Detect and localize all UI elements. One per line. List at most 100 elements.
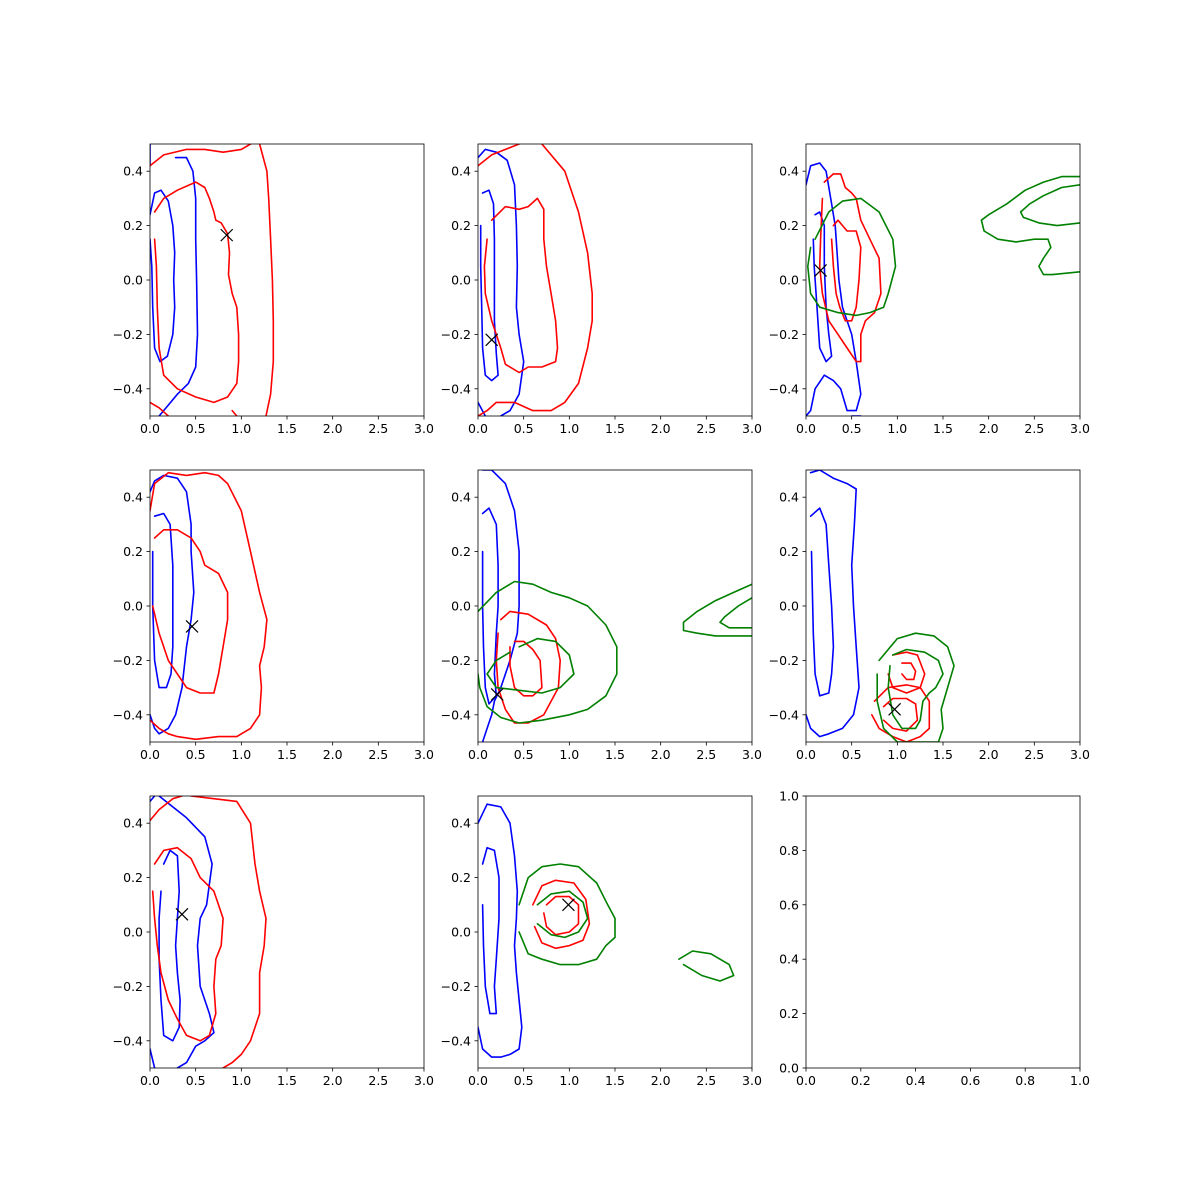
contour-blue-1 (806, 162, 862, 416)
x-tick-label: 0.0 (468, 1073, 488, 1088)
contour-red-3 (531, 879, 591, 950)
subplot-row1-col2: 0.0 0.5 1.0 1.5 2.0 2.5 3.0 −0.4 −0.2 0.0 0.2 0.4 (441, 143, 762, 436)
x-tick-label: 1.5 (605, 421, 625, 436)
contour-blue-0 (151, 512, 174, 689)
x-tick-label: 0.5 (186, 1073, 206, 1088)
contour-red-6 (231, 409, 238, 416)
x-tick-label: 0.0 (796, 747, 816, 762)
x-tick-label: 2.5 (696, 1073, 716, 1088)
y-tick-label: 0.0 (779, 1061, 799, 1076)
x-tick-label: 0.5 (514, 1073, 534, 1088)
subplot-row3-col2: 0.0 0.5 1.0 1.5 2.0 2.5 3.0 −0.4 −0.2 0.0 0.2 0.4 (441, 795, 762, 1088)
x-marker-stroke (220, 228, 234, 242)
y-tick-label: −0.2 (441, 979, 471, 994)
contour-blue-0 (481, 507, 499, 705)
x-tick-label: 3.0 (1070, 747, 1090, 762)
plot-area (806, 162, 1080, 416)
plot-area (478, 470, 752, 742)
plot-area (478, 144, 594, 416)
plot-area (150, 471, 268, 741)
y-tick-label: 0.4 (123, 164, 143, 179)
contour-green-7 (876, 632, 955, 742)
x-tick-label: 0.0 (468, 747, 488, 762)
x-tick-label: 1.0 (559, 421, 579, 436)
x-tick-label: 2.0 (323, 747, 343, 762)
contour-blue-2 (478, 401, 487, 416)
contour-red-3 (495, 610, 562, 724)
x-tick-label: 3.0 (742, 747, 762, 762)
y-tick-label: −0.4 (441, 707, 471, 722)
y-tick-label: −0.2 (113, 327, 143, 342)
x-tick-label: 1.0 (887, 421, 907, 436)
contour-red-2 (151, 528, 229, 694)
y-tick-label: −0.4 (769, 707, 799, 722)
y-tick-label: −0.4 (441, 1033, 471, 1048)
contour-green-5 (806, 197, 897, 317)
x-tick-label: 1.0 (887, 747, 907, 762)
contour-red-2 (542, 895, 580, 936)
x-tick-label: 3.0 (742, 421, 762, 436)
y-tick-label: 0.0 (451, 273, 471, 288)
contour-blue-2 (158, 796, 215, 1068)
y-tick-label: 0.0 (779, 273, 799, 288)
x-tick-label: 0.0 (796, 1073, 816, 1088)
contour-red-7 (150, 401, 170, 416)
x-marker (814, 264, 828, 277)
contour-red-3 (153, 181, 240, 404)
contour-red-2 (509, 640, 543, 697)
x-marker (175, 907, 189, 921)
y-tick-label: 0.4 (123, 816, 143, 831)
contour-green-4 (486, 637, 575, 694)
x-tick-label: 1.5 (605, 1073, 625, 1088)
x-marker (490, 687, 504, 701)
x-tick-label: 0.0 (140, 747, 160, 762)
x-marker (185, 619, 199, 633)
y-tick-label: 0.2 (451, 218, 471, 233)
x-marker-stroke (185, 619, 199, 633)
x-tick-label: 1.5 (277, 1073, 297, 1088)
x-tick-label: 2.5 (1024, 421, 1044, 436)
subplot-row2-col1: 0.0 0.5 1.0 1.5 2.0 2.5 3.0 −0.4 −0.2 0.0 0.2 0.4 (113, 469, 434, 762)
x-tick-label: 0.0 (796, 421, 816, 436)
x-marker-stroke (561, 898, 575, 912)
x-tick-label: 2.0 (323, 421, 343, 436)
axes-frame (149, 469, 425, 743)
contour-blue-1 (158, 156, 199, 416)
x-tick-label: 0.5 (842, 421, 862, 436)
x-tick-label: 0.5 (842, 747, 862, 762)
contour-red-3 (887, 651, 926, 694)
x-tick-label: 0.5 (186, 421, 206, 436)
contour-blue-0 (479, 189, 499, 382)
x-tick-label: 3.0 (1070, 421, 1090, 436)
y-tick-label: 0.4 (451, 816, 471, 831)
x-marker-stroke (485, 333, 499, 347)
x-tick-label: 0.0 (140, 1073, 160, 1088)
y-tick-label: 0.2 (123, 218, 143, 233)
x-tick-label: 0.6 (960, 1073, 980, 1088)
x-tick-label: 2.0 (979, 421, 999, 436)
y-tick-label: −0.4 (769, 381, 799, 396)
subplot-row2-col2: 0.0 0.5 1.0 1.5 2.0 2.5 3.0 −0.4 −0.2 0.0 0.2 0.4 (441, 469, 762, 762)
y-tick-label: 0.4 (779, 952, 799, 967)
contour-green-6 (887, 648, 944, 730)
x-tick-label: 2.0 (651, 421, 671, 436)
contour-blue-0 (158, 849, 181, 1042)
contour-red-6 (190, 796, 267, 1068)
y-tick-label: −0.2 (441, 327, 471, 342)
subplot-row2-col3: 0.0 0.5 1.0 1.5 2.0 2.5 3.0 −0.4 −0.2 0.0 0.2 0.4 (769, 469, 1090, 762)
x-tick-label: 1.5 (277, 747, 297, 762)
axes-frame (477, 143, 753, 417)
x-marker (220, 228, 234, 242)
x-tick-label: 3.0 (414, 747, 434, 762)
contour-green-7 (719, 596, 752, 629)
y-tick-label: −0.4 (113, 381, 143, 396)
contour-blue-3 (150, 1048, 156, 1068)
axes-frame (805, 795, 1081, 1069)
x-tick-label: 2.0 (651, 747, 671, 762)
y-tick-label: 0.0 (779, 599, 799, 614)
x-tick-label: 1.0 (231, 747, 251, 762)
y-tick-label: −0.2 (769, 653, 799, 668)
y-tick-label: 0.4 (123, 490, 143, 505)
x-tick-label: 0.0 (140, 421, 160, 436)
y-tick-label: 0.0 (451, 599, 471, 614)
